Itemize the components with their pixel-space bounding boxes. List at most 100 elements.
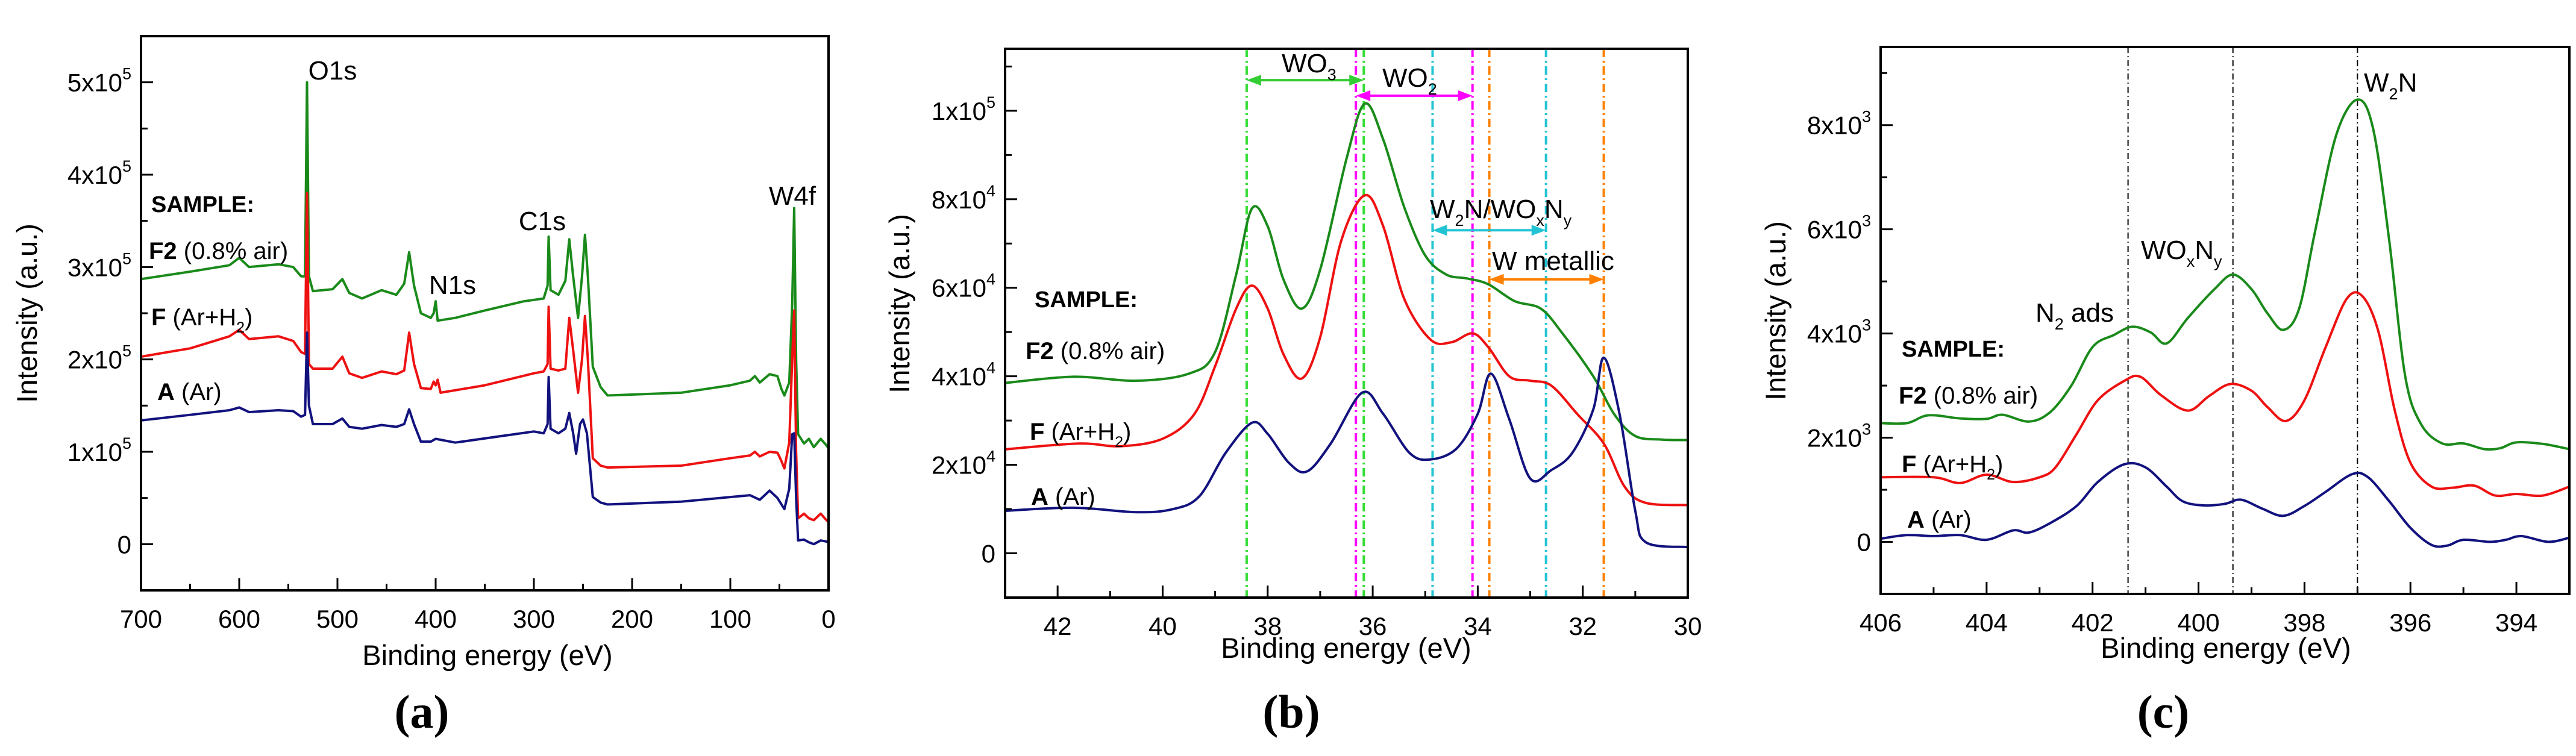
tick-exponent: 5 bbox=[122, 65, 131, 83]
panel-b: 42 40 38 36 34 32 3002x1044x1046x1048x1041x105… bbox=[883, 48, 1702, 738]
y-tick-label: 3x105 bbox=[67, 249, 131, 281]
x-tick-label: 396 bbox=[2389, 608, 2431, 637]
subscript: x bbox=[2187, 252, 2195, 270]
legend-entry: F2 (0.8% air) bbox=[1899, 383, 2038, 409]
legend-entry: A (Ar) bbox=[1907, 507, 1972, 533]
text-run: (0.8% air) bbox=[1054, 338, 1165, 364]
text-run: A bbox=[1907, 507, 1925, 533]
y-tick-label: 4x104 bbox=[932, 359, 995, 391]
tick-mantissa: 2x10 bbox=[67, 346, 122, 374]
x-tick-label: 0 bbox=[821, 605, 835, 633]
text-run: A bbox=[157, 379, 175, 405]
tick-mantissa: 6x10 bbox=[1807, 216, 1862, 244]
tick-mantissa: 8x10 bbox=[1807, 111, 1862, 140]
x-axis-title: Binding energy (eV) bbox=[362, 639, 612, 671]
range-arrow bbox=[1489, 273, 1604, 285]
text-run: (Ar) bbox=[175, 379, 222, 405]
peak-annotation: WOxNy bbox=[2141, 236, 2222, 270]
tick-exponent: 5 bbox=[986, 93, 995, 111]
x-tick-label: 394 bbox=[2495, 608, 2537, 637]
x-tick-label: 400 bbox=[415, 605, 457, 633]
y-tick-label: 4x103 bbox=[1807, 316, 1871, 348]
legend-entry: F2 (0.8% air) bbox=[149, 238, 288, 264]
y-tick-label: 8x103 bbox=[1807, 108, 1871, 140]
tick-exponent: 3 bbox=[1862, 108, 1871, 126]
y-axis-title: Intensity (a.u.) bbox=[1760, 221, 1791, 401]
text-run: O1s bbox=[309, 56, 357, 86]
series-group bbox=[1881, 98, 2569, 548]
panel-label: (c) bbox=[2137, 686, 2190, 738]
peak-annotation: N2 ads bbox=[2035, 298, 2114, 333]
legend-entry: F (Ar+H2) bbox=[1030, 419, 1131, 451]
arrowhead-right bbox=[1349, 75, 1364, 86]
peak-annotation: W metallic bbox=[1492, 246, 1614, 276]
arrowhead-right bbox=[1458, 90, 1473, 101]
peak-annotation: WO3 bbox=[1282, 49, 1337, 84]
x-tick-label: 400 bbox=[2177, 608, 2219, 637]
y-axis-title: Intensity (a.u.) bbox=[883, 214, 915, 393]
peak-annotation: O1s bbox=[309, 56, 357, 86]
x-tick-label: 300 bbox=[513, 605, 555, 633]
series-group bbox=[141, 81, 829, 546]
y-tick-label: 6x103 bbox=[1807, 212, 1871, 244]
tick-mantissa: 2x10 bbox=[1807, 424, 1862, 452]
peak-annotation: WO2 bbox=[1382, 63, 1437, 98]
x-tick-label: 700 bbox=[120, 605, 162, 633]
tick-exponent: 4 bbox=[986, 359, 995, 377]
text-run: N1s bbox=[429, 270, 476, 300]
y-tick-label: 4x105 bbox=[67, 157, 131, 189]
series-line-a bbox=[1881, 461, 2569, 548]
series-line-a bbox=[141, 331, 829, 546]
tick-exponent: 5 bbox=[122, 342, 131, 360]
x-tick-label: 32 bbox=[1568, 612, 1597, 640]
subscript: 2 bbox=[1428, 80, 1437, 98]
text-run: (Ar+H bbox=[1044, 419, 1115, 445]
x-tick-label: 500 bbox=[316, 605, 359, 633]
arrowhead-right bbox=[1531, 225, 1546, 236]
range-arrow bbox=[1356, 90, 1473, 101]
y-tick-label: 2x103 bbox=[1807, 420, 1871, 452]
tick-exponent: 3 bbox=[1862, 420, 1871, 439]
text-run: F bbox=[1902, 451, 1916, 478]
arrowhead-left bbox=[1432, 225, 1447, 236]
subscript: 2 bbox=[1115, 434, 1123, 451]
arrowhead-left bbox=[1356, 90, 1371, 101]
y-tick-label: 0 bbox=[982, 540, 995, 568]
x-tick-label: 600 bbox=[218, 605, 260, 633]
y-tick-label: 2x104 bbox=[932, 448, 995, 480]
text-run: ) bbox=[1123, 419, 1131, 445]
x-axis-title: Binding energy (eV) bbox=[1221, 632, 1471, 664]
series-line-a bbox=[1005, 356, 1688, 549]
text-run: A bbox=[1031, 484, 1048, 510]
y-tick-label: 0 bbox=[1857, 528, 1871, 557]
subscript: 2 bbox=[2389, 85, 2398, 103]
text-run: F2 bbox=[1899, 383, 1927, 409]
tick-exponent: 5 bbox=[122, 249, 131, 267]
text-run: N bbox=[2035, 298, 2055, 328]
panel-label: (b) bbox=[1262, 686, 1320, 738]
tick-mantissa: 6x10 bbox=[932, 274, 986, 302]
peak-annotation: C1s bbox=[519, 207, 566, 236]
x-tick-label: 404 bbox=[1966, 608, 2008, 637]
text-run: F bbox=[1030, 419, 1044, 445]
plot-frame bbox=[1879, 46, 2571, 595]
x-tick-label: 406 bbox=[1860, 608, 1902, 637]
x-tick-label: 38 bbox=[1253, 612, 1282, 640]
range-arrow bbox=[1246, 75, 1364, 86]
arrowhead-left bbox=[1246, 75, 1261, 86]
x-tick-label: 402 bbox=[2072, 608, 2114, 637]
peak-annotation: N1s bbox=[429, 270, 476, 300]
subscript: 2 bbox=[1455, 211, 1464, 230]
y-tick-label: 6x104 bbox=[932, 270, 995, 302]
tick-exponent: 3 bbox=[1862, 316, 1871, 334]
text-run: (Ar) bbox=[1925, 507, 1972, 533]
peak-annotation: W2N bbox=[2364, 68, 2417, 103]
x-tick-label: 40 bbox=[1149, 612, 1177, 640]
text-run: ) bbox=[245, 304, 252, 331]
x-tick-label: 36 bbox=[1359, 612, 1387, 640]
tick-mantissa: 1x10 bbox=[67, 438, 122, 466]
y-axis-title: Intensity (a.u.) bbox=[11, 223, 43, 403]
text-run: ) bbox=[1995, 451, 2003, 478]
text-run: F2 bbox=[149, 238, 177, 264]
